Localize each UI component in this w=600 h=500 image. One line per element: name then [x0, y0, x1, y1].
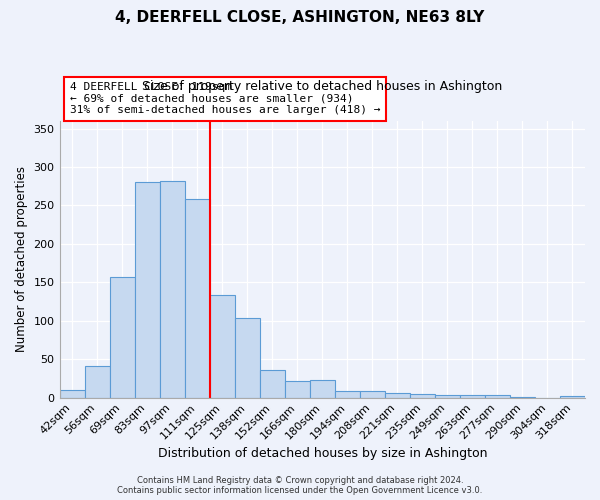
Bar	[110, 277, 134, 398]
Bar	[134, 182, 160, 398]
Bar	[385, 393, 410, 398]
Y-axis label: Number of detached properties: Number of detached properties	[15, 166, 28, 352]
Bar	[310, 380, 335, 398]
Bar	[209, 294, 235, 398]
Bar	[260, 370, 285, 398]
Bar	[435, 394, 460, 398]
Bar	[235, 318, 260, 398]
Bar	[59, 390, 85, 398]
Bar	[410, 394, 435, 398]
Bar	[160, 181, 185, 398]
Bar	[185, 200, 209, 398]
Bar	[360, 392, 385, 398]
Title: Size of property relative to detached houses in Ashington: Size of property relative to detached ho…	[142, 80, 502, 94]
Bar	[510, 397, 535, 398]
Bar	[560, 396, 585, 398]
Text: 4, DEERFELL CLOSE, ASHINGTON, NE63 8LY: 4, DEERFELL CLOSE, ASHINGTON, NE63 8LY	[115, 10, 485, 25]
Bar	[285, 380, 310, 398]
Bar	[485, 396, 510, 398]
Bar	[335, 392, 360, 398]
X-axis label: Distribution of detached houses by size in Ashington: Distribution of detached houses by size …	[158, 447, 487, 460]
Text: 4 DEERFELL CLOSE: 119sqm
← 69% of detached houses are smaller (934)
31% of semi-: 4 DEERFELL CLOSE: 119sqm ← 69% of detach…	[70, 82, 380, 116]
Bar	[85, 366, 110, 398]
Text: Contains HM Land Registry data © Crown copyright and database right 2024.
Contai: Contains HM Land Registry data © Crown c…	[118, 476, 482, 495]
Bar	[460, 394, 485, 398]
